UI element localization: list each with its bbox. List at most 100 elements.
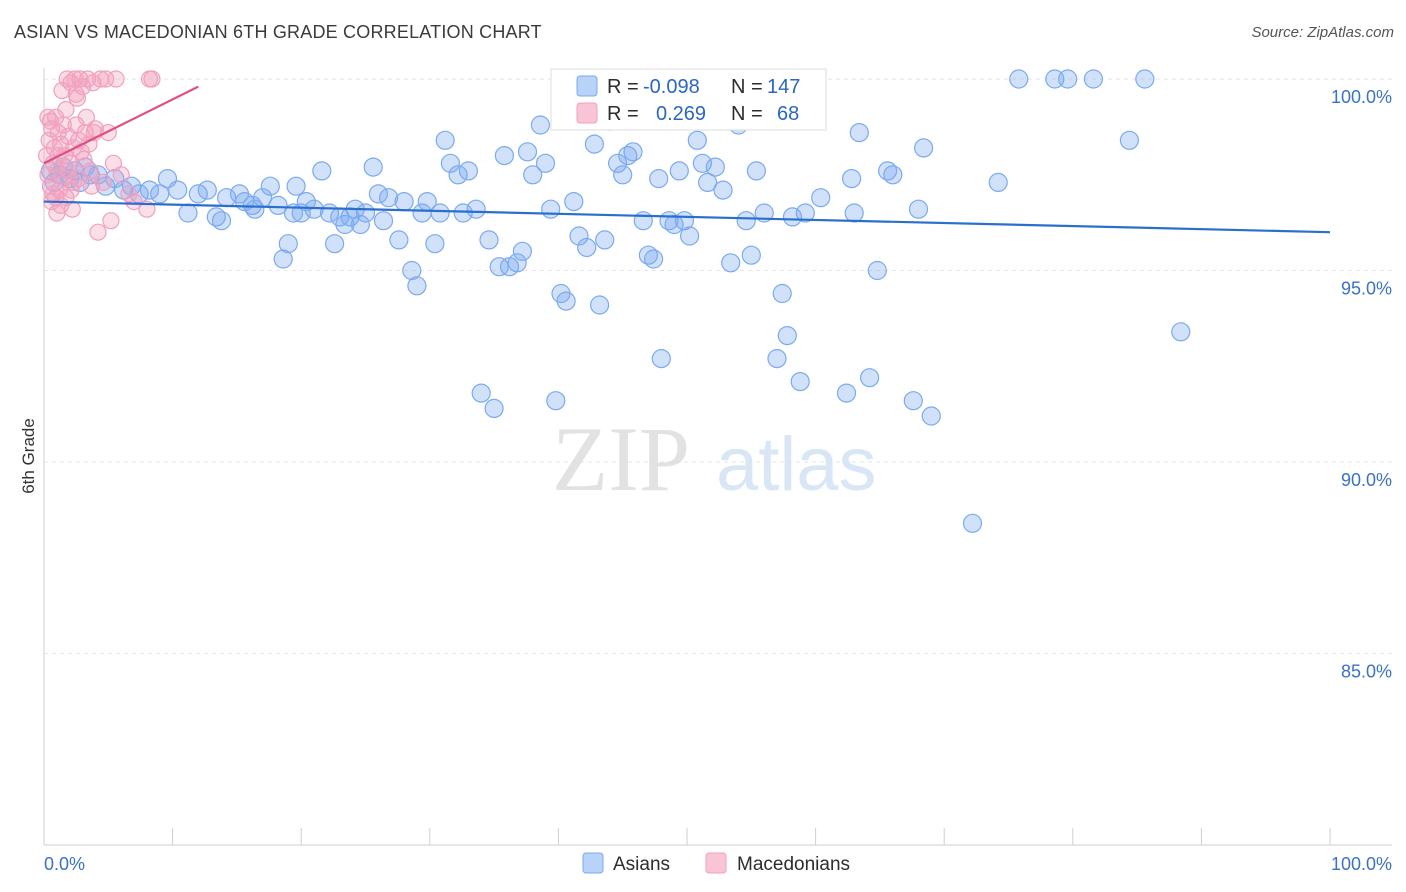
source-label: Source: ZipAtlas.com bbox=[1251, 24, 1394, 41]
asian-point-69 bbox=[489, 257, 509, 277]
asian-point-18 bbox=[168, 180, 188, 200]
legend-r-label: R = bbox=[607, 76, 639, 98]
asian-point-97 bbox=[651, 349, 671, 369]
macedonian-point-43 bbox=[107, 70, 125, 88]
asian-point-70 bbox=[494, 146, 514, 166]
asian-point-105 bbox=[697, 172, 718, 192]
asian-point-31 bbox=[268, 195, 288, 215]
macedonian-point-66 bbox=[82, 177, 101, 195]
asian-point-142 bbox=[1171, 322, 1191, 342]
y-tick-label-0: 100.0% bbox=[1331, 87, 1392, 107]
bottom-swatch-asians bbox=[582, 852, 604, 874]
asian-trend-line bbox=[43, 200, 1331, 234]
asian-point-48 bbox=[363, 157, 383, 177]
asian-point-116 bbox=[777, 326, 797, 346]
asian-point-51 bbox=[379, 188, 399, 208]
asian-point-115 bbox=[772, 283, 792, 304]
asian-point-111 bbox=[741, 245, 761, 265]
watermark: ZIP atlas bbox=[552, 408, 877, 510]
asian-point-139 bbox=[1083, 69, 1104, 89]
asian-point-135 bbox=[988, 172, 1008, 192]
asian-point-141 bbox=[1135, 69, 1155, 89]
asian-point-95 bbox=[643, 249, 664, 269]
asian-point-83 bbox=[569, 226, 589, 246]
bottom-label-macedonians: Macedonians bbox=[737, 854, 850, 875]
asian-point-92 bbox=[623, 142, 643, 162]
asian-point-28 bbox=[245, 199, 265, 219]
axes bbox=[43, 68, 1392, 846]
asian-point-64 bbox=[458, 161, 478, 181]
asian-point-19 bbox=[178, 203, 198, 223]
series-macedonians bbox=[37, 70, 161, 241]
asian-point-110 bbox=[736, 211, 756, 231]
legend-n-label: N = bbox=[731, 76, 763, 98]
asian-point-93 bbox=[633, 211, 653, 231]
asian-point-30 bbox=[260, 176, 280, 196]
asian-point-112 bbox=[746, 161, 767, 181]
asian-point-94 bbox=[638, 245, 659, 265]
asian-point-75 bbox=[523, 165, 543, 185]
asian-point-59 bbox=[430, 203, 450, 223]
asian-point-103 bbox=[687, 130, 707, 150]
asian-point-133 bbox=[921, 406, 941, 426]
asian-point-52 bbox=[389, 230, 409, 250]
asian-point-62 bbox=[448, 165, 468, 185]
asian-point-16 bbox=[150, 184, 170, 204]
asian-point-72 bbox=[507, 253, 527, 273]
asian-point-119 bbox=[795, 203, 815, 223]
legend-n-macedonians: 68 bbox=[777, 103, 799, 125]
asian-point-55 bbox=[407, 276, 427, 296]
bottom-swatch-macedonians bbox=[705, 852, 727, 874]
asian-point-61 bbox=[440, 153, 460, 173]
asian-point-73 bbox=[512, 241, 533, 261]
legend-r-macedonians: 0.269 bbox=[656, 103, 706, 125]
asian-point-118 bbox=[790, 372, 810, 392]
macedonian-point-61 bbox=[67, 85, 85, 103]
asian-point-102 bbox=[679, 226, 700, 246]
legend-r-label-2: R = bbox=[607, 103, 639, 125]
asian-point-124 bbox=[844, 203, 864, 223]
y-tick-labels: 100.0% 95.0% 90.0% 85.0% bbox=[1331, 87, 1392, 682]
macedonian-point-60 bbox=[64, 173, 83, 191]
legend-swatch-macedonians bbox=[576, 102, 598, 124]
asian-point-54 bbox=[402, 260, 422, 281]
asian-point-78 bbox=[541, 199, 561, 219]
asian-point-117 bbox=[782, 207, 803, 227]
macedonian-point-56 bbox=[54, 116, 72, 134]
asian-point-86 bbox=[589, 295, 610, 315]
x-ticks bbox=[172, 828, 1331, 845]
asian-point-108 bbox=[721, 253, 741, 273]
asian-point-82 bbox=[564, 192, 584, 212]
asian-point-113 bbox=[754, 203, 774, 223]
asian-point-49 bbox=[368, 184, 388, 204]
asian-point-41 bbox=[325, 234, 345, 254]
asian-point-136 bbox=[1009, 69, 1029, 89]
asian-point-15 bbox=[139, 180, 160, 200]
asian-point-53 bbox=[394, 192, 414, 212]
asian-point-84 bbox=[577, 237, 597, 258]
asian-point-91 bbox=[618, 146, 638, 166]
asian-point-129 bbox=[883, 165, 903, 185]
macedonian-point-49 bbox=[143, 70, 161, 88]
y-tick-label-3: 85.0% bbox=[1341, 662, 1392, 682]
legend-n-asians: 147 bbox=[767, 76, 800, 98]
asian-point-106 bbox=[705, 157, 725, 177]
asian-point-126 bbox=[859, 368, 880, 388]
asian-point-131 bbox=[908, 199, 929, 219]
asian-point-65 bbox=[466, 199, 486, 219]
y-axis-title: 6th Grade bbox=[19, 418, 38, 494]
asian-point-46 bbox=[350, 214, 370, 235]
asian-point-132 bbox=[913, 138, 934, 158]
asian-point-68 bbox=[484, 398, 504, 418]
asian-point-81 bbox=[556, 291, 576, 311]
series-legend: Asians Macedonians bbox=[582, 852, 850, 875]
asian-point-130 bbox=[903, 391, 923, 411]
asian-point-85 bbox=[584, 134, 605, 154]
asian-point-23 bbox=[211, 211, 232, 231]
asian-point-58 bbox=[425, 234, 445, 254]
asian-point-22 bbox=[206, 207, 226, 227]
macedonian-point-41 bbox=[102, 212, 120, 230]
asian-point-21 bbox=[197, 180, 217, 200]
asian-point-67 bbox=[479, 230, 499, 250]
